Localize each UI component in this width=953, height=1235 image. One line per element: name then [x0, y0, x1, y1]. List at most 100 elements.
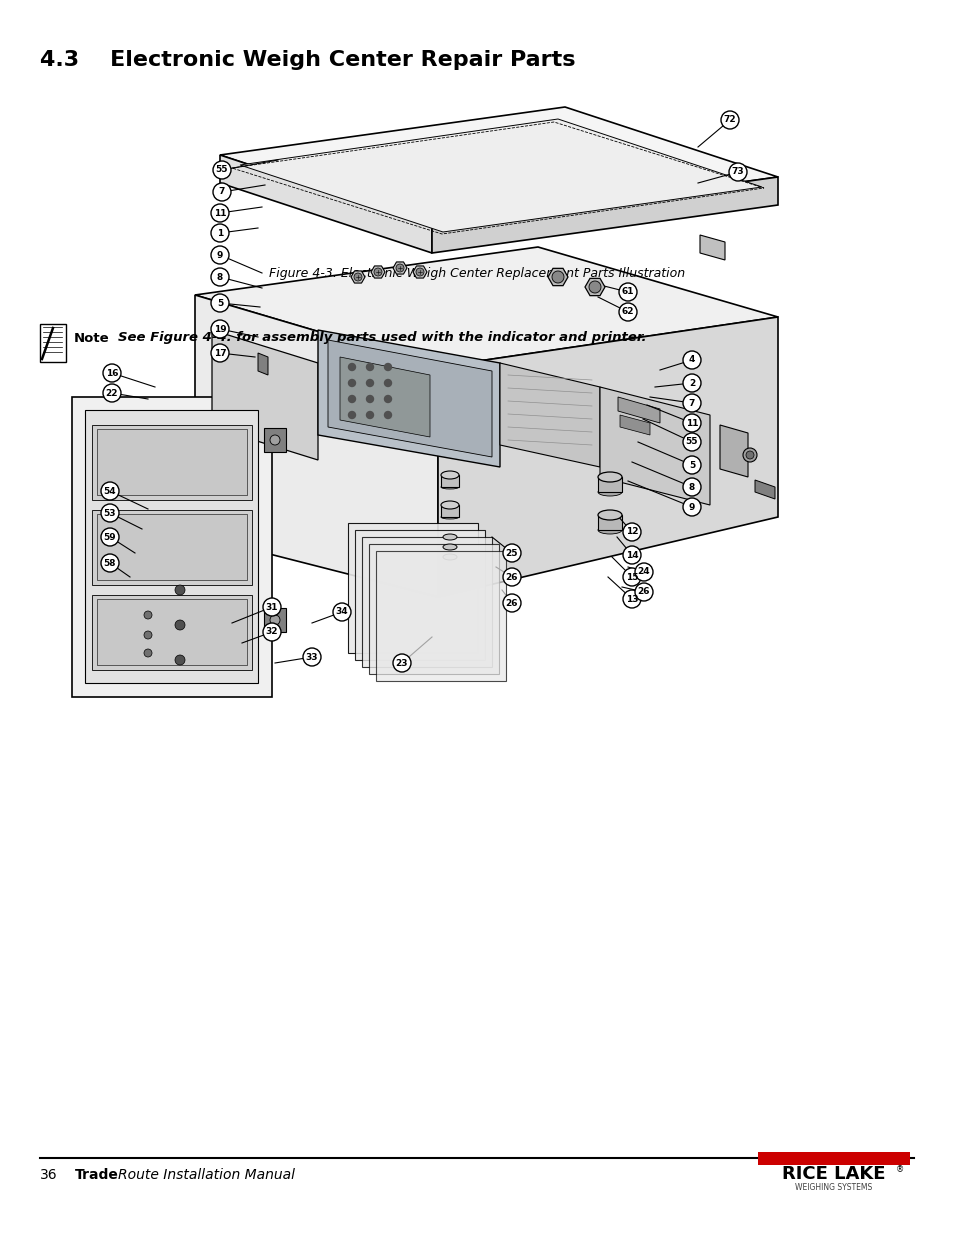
Text: 24: 24 [637, 568, 650, 577]
Circle shape [682, 351, 700, 369]
Circle shape [174, 620, 185, 630]
Text: 4: 4 [688, 356, 695, 364]
Polygon shape [619, 415, 649, 435]
Text: 23: 23 [395, 658, 408, 667]
Text: Figure 4-3. Electronic Weigh Center Replacement Parts Illustration: Figure 4-3. Electronic Weigh Center Repl… [269, 267, 684, 280]
Text: 8: 8 [688, 483, 695, 492]
Circle shape [303, 648, 320, 666]
Circle shape [622, 568, 640, 585]
Text: 53: 53 [104, 509, 116, 517]
Circle shape [333, 603, 351, 621]
Circle shape [618, 303, 637, 321]
Text: 1: 1 [216, 228, 223, 237]
Circle shape [366, 363, 374, 370]
Polygon shape [720, 425, 747, 477]
Text: 62: 62 [621, 308, 634, 316]
Polygon shape [618, 396, 659, 424]
Polygon shape [91, 425, 252, 500]
Circle shape [366, 411, 374, 419]
FancyBboxPatch shape [758, 1152, 909, 1165]
Circle shape [103, 384, 121, 403]
Text: 59: 59 [104, 532, 116, 541]
Circle shape [211, 294, 229, 312]
Ellipse shape [598, 488, 621, 496]
Circle shape [144, 631, 152, 638]
Circle shape [213, 183, 231, 201]
Polygon shape [369, 543, 498, 674]
Circle shape [622, 522, 640, 541]
Ellipse shape [440, 501, 458, 509]
Circle shape [354, 273, 361, 282]
Text: 26: 26 [505, 573, 517, 582]
Circle shape [174, 585, 185, 595]
Circle shape [502, 594, 520, 613]
Text: 17: 17 [213, 348, 226, 357]
Circle shape [263, 598, 281, 616]
Polygon shape [700, 235, 724, 261]
Circle shape [393, 655, 411, 672]
Polygon shape [97, 514, 247, 580]
Circle shape [416, 268, 423, 275]
Polygon shape [85, 410, 257, 683]
Bar [440, 475, 458, 487]
Circle shape [348, 379, 355, 387]
Text: 12: 12 [625, 527, 638, 536]
Polygon shape [194, 295, 437, 597]
Circle shape [348, 363, 355, 370]
Polygon shape [584, 278, 604, 295]
Bar [598, 477, 621, 492]
Circle shape [101, 555, 119, 572]
Polygon shape [71, 396, 272, 697]
Circle shape [720, 111, 739, 128]
Circle shape [213, 161, 231, 179]
Circle shape [588, 282, 600, 293]
Circle shape [384, 379, 391, 387]
Circle shape [263, 622, 281, 641]
Circle shape [682, 414, 700, 432]
Text: 11: 11 [685, 419, 698, 427]
Polygon shape [339, 357, 430, 437]
Polygon shape [375, 551, 505, 680]
Circle shape [682, 456, 700, 474]
Circle shape [270, 435, 280, 445]
Polygon shape [328, 340, 492, 457]
Circle shape [618, 283, 637, 301]
Polygon shape [413, 266, 427, 278]
Text: RICE LAKE: RICE LAKE [781, 1165, 884, 1183]
Circle shape [622, 546, 640, 564]
Circle shape [682, 433, 700, 451]
Ellipse shape [440, 515, 458, 519]
Ellipse shape [598, 472, 621, 482]
Circle shape [745, 451, 753, 459]
Circle shape [395, 264, 403, 272]
Circle shape [366, 395, 374, 403]
Text: 33: 33 [305, 652, 318, 662]
Circle shape [211, 246, 229, 264]
Polygon shape [355, 530, 484, 659]
Text: 5: 5 [216, 299, 223, 308]
Text: 7: 7 [218, 188, 225, 196]
Text: 61: 61 [621, 288, 634, 296]
Circle shape [502, 568, 520, 585]
Circle shape [502, 543, 520, 562]
Ellipse shape [442, 555, 456, 559]
Text: 26: 26 [505, 599, 517, 608]
Ellipse shape [440, 485, 458, 489]
FancyBboxPatch shape [40, 324, 66, 362]
Circle shape [211, 224, 229, 242]
Polygon shape [212, 330, 317, 459]
Circle shape [348, 411, 355, 419]
Circle shape [384, 411, 391, 419]
Polygon shape [432, 177, 778, 253]
Text: 58: 58 [104, 558, 116, 568]
Polygon shape [91, 510, 252, 585]
Polygon shape [240, 119, 761, 232]
Circle shape [366, 379, 374, 387]
Circle shape [174, 655, 185, 664]
Ellipse shape [442, 543, 456, 550]
Polygon shape [351, 270, 365, 283]
Polygon shape [97, 429, 247, 495]
Text: 36: 36 [40, 1168, 57, 1182]
Circle shape [103, 364, 121, 382]
Circle shape [101, 504, 119, 522]
